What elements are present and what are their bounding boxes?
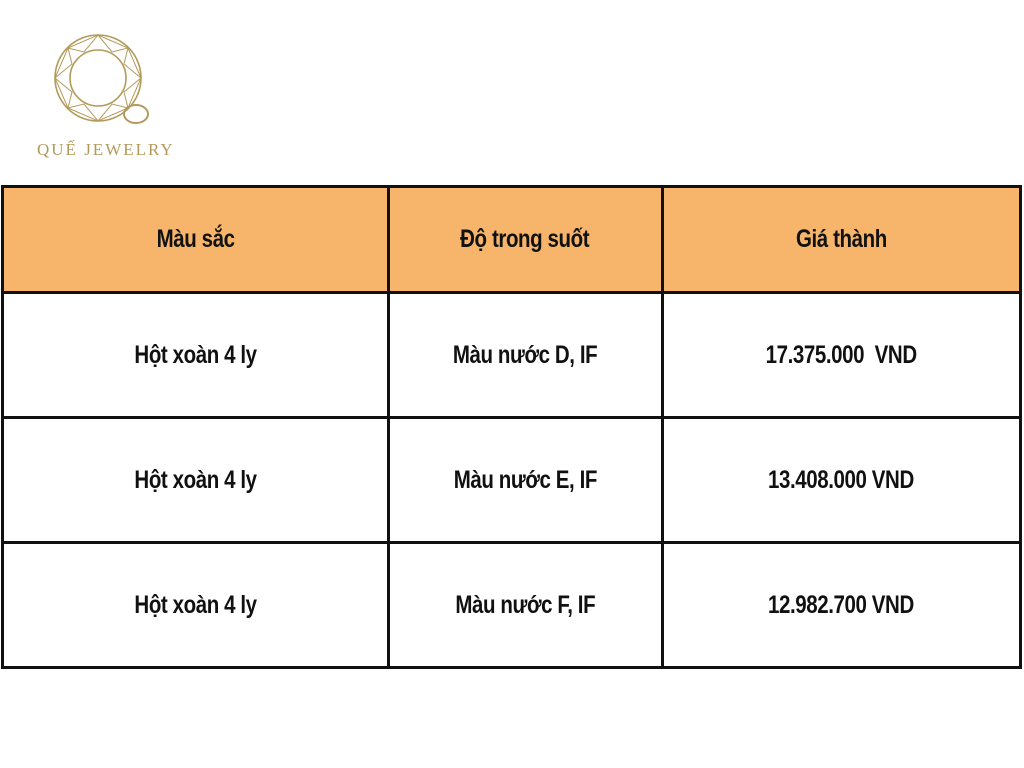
logo: QUẾ JEWELRY — [18, 34, 183, 164]
diamond-q-logo-icon — [54, 34, 149, 124]
header-color: Màu sắc — [1, 185, 390, 294]
cell-color: Hột xoàn 4 ly — [1, 291, 390, 419]
cell-clarity: Màu nước F, IF — [386, 541, 664, 669]
header-label: Màu sắc — [156, 225, 235, 253]
cell-text: Màu nước E, IF — [453, 465, 598, 494]
table-header-row: Màu sắc Độ trong suốt Giá thành — [1, 185, 1023, 294]
header-price: Giá thành — [660, 185, 1023, 294]
cell-text: Màu nước D, IF — [452, 340, 598, 369]
table-row: Hột xoàn 4 ly Màu nước D, IF 17.375.000 … — [1, 291, 1023, 419]
cell-text: Hột xoàn 4 ly — [134, 590, 257, 619]
cell-color: Hột xoàn 4 ly — [1, 541, 390, 669]
table-row: Hột xoàn 4 ly Màu nước F, IF 12.982.700 … — [1, 541, 1023, 669]
cell-price: 12.982.700 VND — [660, 541, 1023, 669]
cell-text: 17.375.000 VND — [765, 340, 918, 369]
cell-color: Hột xoàn 4 ly — [1, 416, 390, 544]
cell-price: 17.375.000 VND — [660, 291, 1023, 419]
cell-clarity: Màu nước E, IF — [386, 416, 664, 544]
cell-price: 13.408.000 VND — [660, 416, 1023, 544]
cell-text: 12.982.700 VND — [768, 590, 915, 619]
cell-text: 13.408.000 VND — [768, 465, 915, 494]
header-label: Giá thành — [795, 225, 887, 253]
brand-name: QUẾ JEWELRY — [37, 140, 175, 159]
table-row: Hột xoàn 4 ly Màu nước E, IF 13.408.000 … — [1, 416, 1023, 544]
header-label: Độ trong suốt — [460, 225, 590, 253]
price-table: Màu sắc Độ trong suốt Giá thành Hột xoàn… — [1, 185, 1023, 669]
header-clarity: Độ trong suốt — [386, 185, 664, 294]
cell-text: Hột xoàn 4 ly — [134, 465, 257, 494]
cell-clarity: Màu nước D, IF — [386, 291, 664, 419]
cell-text: Hột xoàn 4 ly — [134, 340, 257, 369]
cell-text: Màu nước F, IF — [455, 590, 596, 619]
